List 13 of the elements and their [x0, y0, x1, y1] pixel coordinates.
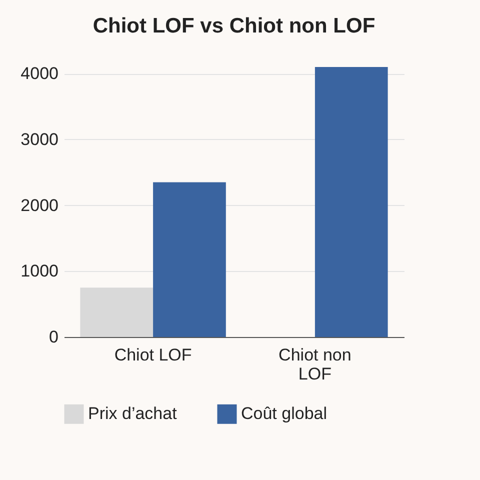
x-tick-label: Chiot LOF: [114, 346, 192, 364]
chart-title: Chiot LOF vs Chiot non LOF: [92, 14, 376, 38]
y-tick-label: 4000: [20, 64, 58, 84]
y-tick-label: 1000: [20, 262, 58, 281]
y-tick-label: 0: [49, 328, 58, 346]
bar: [314, 67, 388, 337]
legend-label: Coût global: [241, 404, 328, 424]
x-tick-label: Chiot non LOF: [278, 346, 352, 384]
bar: [153, 182, 226, 337]
legend-label: Prix d’achat: [88, 404, 178, 424]
y-tick-label: 2000: [20, 196, 58, 215]
bar: [80, 288, 154, 337]
y-tick-label: 3000: [20, 130, 58, 149]
